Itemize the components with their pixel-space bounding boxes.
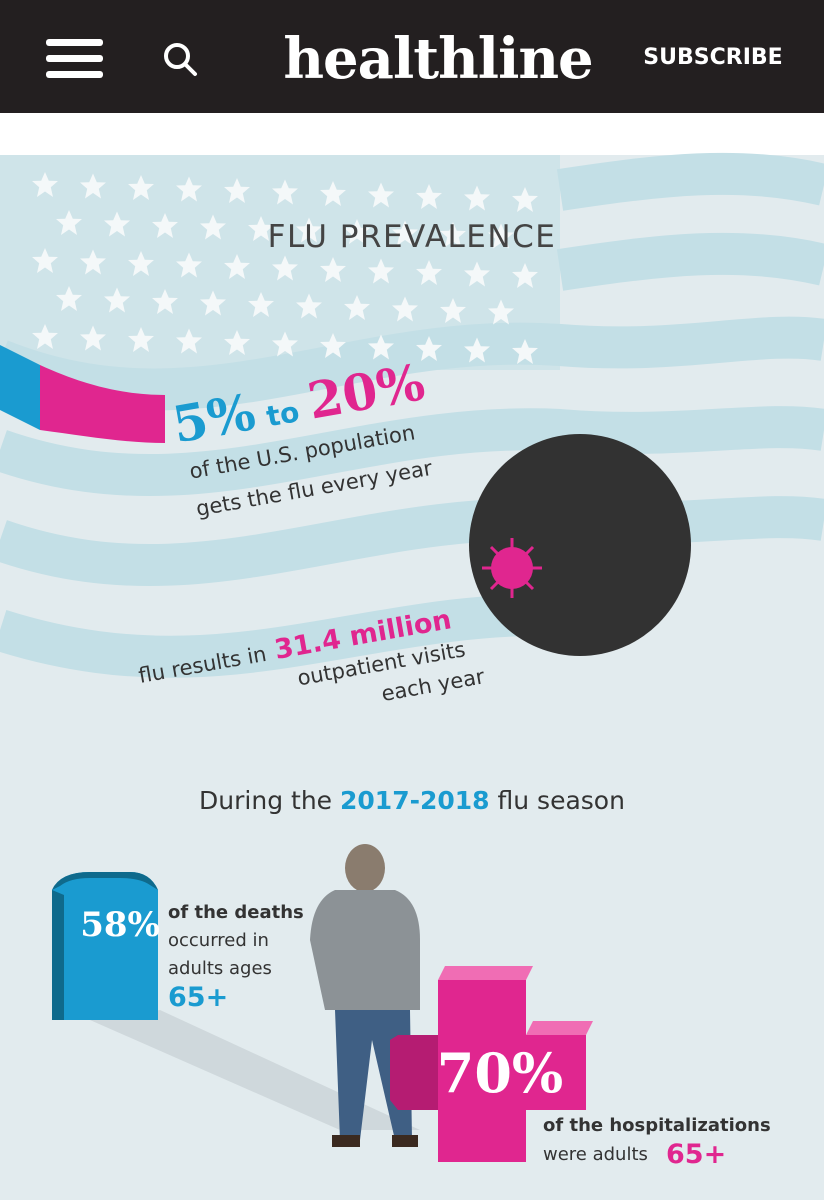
season-years: 2017-2018 bbox=[340, 786, 490, 815]
ribbon-blue bbox=[0, 345, 40, 430]
deaths-line: occurred in bbox=[168, 930, 269, 951]
hospitalizations-percent: 70% bbox=[437, 1041, 563, 1105]
header-bar bbox=[0, 0, 824, 113]
logo[interactable]: healthline bbox=[283, 26, 593, 92]
deaths-percent: 58% bbox=[80, 905, 160, 945]
black-circle bbox=[469, 434, 691, 656]
hospitalizations-cross bbox=[390, 966, 593, 1162]
menu-button[interactable] bbox=[46, 39, 103, 78]
virus-icon bbox=[482, 538, 542, 598]
deaths-line: adults ages bbox=[168, 958, 272, 979]
season-heading: During the 2017-2018 flu season bbox=[199, 786, 625, 815]
hospitalizations-age: 65+ bbox=[666, 1139, 726, 1170]
season-before: During the bbox=[199, 786, 332, 815]
season-after: flu season bbox=[498, 786, 625, 815]
deaths-box bbox=[52, 872, 158, 1020]
search-button[interactable] bbox=[164, 43, 197, 76]
low-percent: 5% bbox=[168, 382, 259, 454]
ribbon-pink bbox=[40, 365, 165, 443]
joiner: to bbox=[264, 395, 302, 433]
deaths-age: 65+ bbox=[168, 982, 228, 1013]
hospitalizations-line: of the hospitalizations bbox=[543, 1115, 771, 1136]
infographic-title: FLU PREVALENCE bbox=[268, 219, 557, 255]
subscribe-button[interactable]: SUBSCRIBE bbox=[643, 45, 782, 70]
deaths-line: of the deaths bbox=[168, 902, 304, 923]
hospitalizations-line: were adults bbox=[543, 1144, 648, 1165]
shadow bbox=[90, 1010, 420, 1130]
